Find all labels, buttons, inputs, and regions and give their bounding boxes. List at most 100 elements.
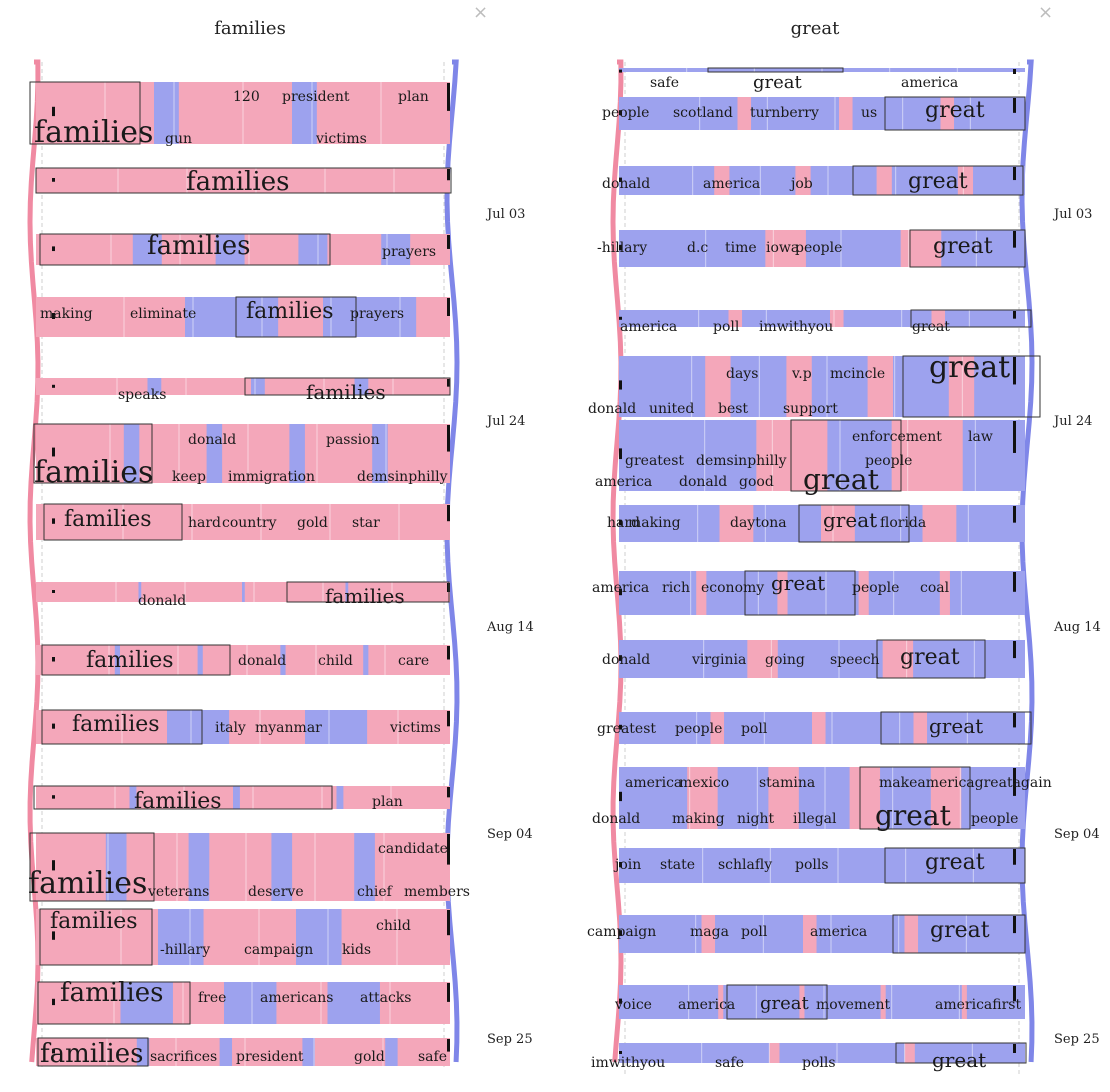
row-segment [812,712,826,744]
word-label: care [398,653,429,669]
tick-mark [1013,713,1016,728]
row-segment [900,230,942,267]
word-label: donald [602,176,650,192]
row-segment [701,915,716,953]
word-label: 120 [233,89,260,105]
row-segment [961,985,967,1019]
word-label: great [753,72,803,93]
row-segment [292,82,317,144]
row-band [36,168,450,193]
word-label: families [134,789,222,814]
tick-mark [52,106,55,117]
tick-mark [52,313,55,319]
word-label: illegal [793,811,837,827]
word-label: donald [588,401,636,417]
word-label: best [718,401,748,417]
word-label: united [649,401,694,417]
row-segment [718,985,724,1019]
row-segment [768,767,799,829]
row-segment [224,982,277,1024]
word-label: polls [802,1055,836,1071]
tick-mark [52,723,55,729]
word-label: mcincle [830,366,885,382]
row-band [36,1038,450,1066]
panel-great: great × safe great america people scotland tu… [555,0,1110,1088]
highlight-box [910,309,1032,328]
row-segment [747,640,778,678]
word-label: time [725,240,757,256]
tick-mark [447,379,450,387]
word-label: people [602,105,649,121]
word-label: demsinphilly [696,453,787,469]
row-segment [188,833,210,901]
word-label: state [660,857,695,873]
row-segment [687,767,718,829]
row-segment [271,833,293,901]
word-label: donald [238,653,286,669]
row-segment [136,1038,150,1066]
word-label: people [852,580,899,596]
tick-mark [447,1039,450,1052]
word-label: prayers [382,244,436,260]
word-label: families [50,909,138,934]
date-label: Sep 25 [1054,1032,1100,1047]
word-label: families [186,167,289,197]
word-label: great [760,993,810,1014]
row-segment [354,378,369,395]
tick-mark [619,791,622,802]
date-label: Sep 04 [1054,827,1100,842]
tick-mark [619,110,622,116]
row-segment [891,420,963,491]
row-segment [849,767,881,829]
word-label: families [40,1039,143,1069]
tick-mark [52,518,55,524]
tick-mark [1013,357,1016,385]
row-band [619,166,1025,195]
row-segment [289,424,305,483]
highlight-box [235,296,357,338]
word-label: speaks [118,387,166,403]
row-segment [233,786,240,809]
row-band [619,915,1025,953]
row-segment [206,424,223,483]
tick-mark [447,505,450,522]
highlight-box [39,908,153,966]
word-label: great [925,850,985,875]
tick-mark [1013,506,1016,523]
word-label: families [28,866,147,901]
tick-mark [1013,641,1016,659]
word-label: families [147,231,250,261]
date-label: Jul 24 [485,414,525,429]
row-segment [123,424,140,483]
row-segment [922,505,957,542]
row-segment [858,571,869,615]
tick-mark [447,425,450,452]
word-label: great [930,918,990,943]
highlight-box [33,785,333,810]
highlight-box [859,766,971,830]
tick-mark [52,657,55,662]
word-label: makeamericagreatagain [879,775,1052,791]
row-band [619,848,1025,883]
word-label: families [60,978,163,1008]
word-label: donald [679,474,727,490]
highlight-box [37,981,191,1025]
close-icon[interactable]: × [1038,2,1054,23]
word-label: child [376,918,411,934]
highlight-box [902,355,1041,418]
row-segment [769,1043,780,1063]
highlight-box [744,570,856,616]
word-label: president [282,89,350,105]
row-segment [786,356,812,417]
highlight-box [43,503,183,541]
word-label: greatest [597,721,656,737]
close-icon[interactable]: × [473,2,489,23]
word-label: night [737,811,774,827]
row-segment [939,571,950,615]
date-label: Aug 14 [486,620,534,635]
word-label: job [789,176,813,192]
panel-title: great [790,18,840,39]
row-segment [327,982,380,1024]
word-label: hard [188,515,221,531]
word-label: immigration [228,469,315,485]
